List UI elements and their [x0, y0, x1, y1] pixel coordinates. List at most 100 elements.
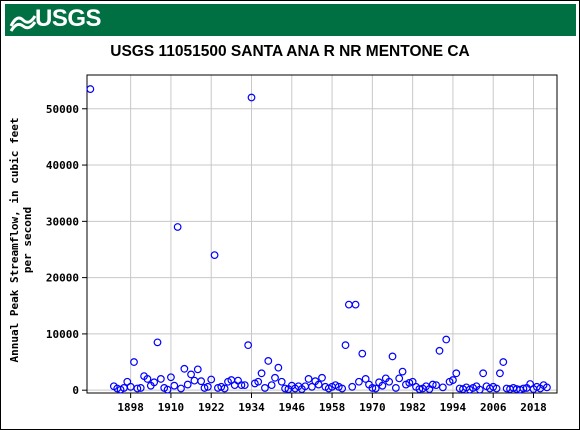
data-point [86, 85, 95, 93]
x-tick-label: 1982 [399, 401, 426, 414]
y-axis-ticks: 0 10000 20000 30000 40000 50000 [46, 103, 87, 397]
data-point [200, 384, 209, 392]
data-point [304, 375, 313, 383]
data-point [452, 369, 461, 378]
data-point [261, 384, 269, 392]
data-point [143, 375, 152, 383]
data-point [496, 369, 504, 378]
y-axis-label-line-1: Annual Peak Streamflow, in cubic feet [8, 117, 21, 362]
data-point [499, 358, 508, 366]
data-point [220, 384, 229, 393]
x-tick-label: 2018 [520, 401, 547, 414]
data-point [153, 338, 162, 347]
data-point [163, 385, 172, 394]
data-point [210, 251, 219, 260]
data-point [277, 377, 286, 386]
data-point [167, 373, 175, 382]
usgs-logo-text: USGS [35, 5, 102, 32]
x-tick-label: 1934 [238, 401, 265, 414]
data-point [361, 375, 370, 383]
data-point [254, 377, 263, 386]
data-point [267, 381, 276, 390]
y-axis-label-line-2: per second [21, 207, 34, 273]
y-tick-label: 30000 [46, 215, 79, 228]
data-point [428, 380, 437, 389]
data-point [244, 341, 253, 350]
chart-title: USGS 11051500 SANTA ANA R NR MENTONE CA [110, 43, 470, 60]
data-point [230, 381, 239, 390]
data-point [358, 349, 367, 358]
data-point [435, 346, 444, 355]
data-point [247, 93, 256, 102]
data-point [130, 358, 138, 366]
data-points [86, 85, 551, 394]
data-point [308, 382, 316, 391]
y-tick-label: 20000 [46, 272, 79, 285]
data-point [492, 384, 501, 393]
data-point [432, 381, 441, 390]
x-tick-label: 1922 [198, 401, 225, 414]
x-tick-label: 1898 [117, 401, 144, 414]
data-point [415, 385, 424, 393]
x-tick-label: 1910 [158, 401, 185, 414]
data-point [543, 383, 551, 392]
data-point [240, 381, 249, 390]
data-point [264, 357, 273, 365]
data-point [344, 300, 353, 309]
y-tick-label: 0 [72, 384, 79, 397]
x-tick-label: 1946 [279, 401, 306, 414]
data-point [388, 352, 397, 361]
usgs-banner: USGS [5, 4, 576, 36]
data-point [187, 370, 195, 379]
data-point [479, 369, 488, 378]
data-point [183, 380, 192, 389]
data-point [190, 376, 199, 385]
data-point [378, 381, 387, 390]
usgs-logo-icon [9, 15, 37, 32]
data-point [133, 384, 142, 393]
data-point [136, 384, 145, 392]
data-point [355, 377, 363, 386]
data-point [519, 384, 528, 393]
data-point [395, 374, 404, 383]
data-point [150, 378, 159, 387]
data-point [442, 335, 451, 344]
data-point [177, 384, 185, 393]
data-point [398, 367, 407, 376]
data-point [348, 382, 357, 391]
y-tick-label: 50000 [46, 103, 79, 116]
data-point [237, 381, 246, 390]
data-point [173, 223, 182, 231]
data-point [385, 377, 394, 386]
chart-grid [87, 75, 557, 393]
x-tick-label: 2006 [480, 401, 507, 414]
data-point [203, 382, 212, 391]
x-tick-label: 1958 [319, 401, 346, 414]
data-point [475, 385, 484, 394]
data-point [274, 363, 283, 372]
y-tick-label: 40000 [46, 159, 79, 172]
x-tick-label: 1970 [359, 401, 386, 414]
data-point [318, 373, 326, 382]
data-point [391, 384, 400, 392]
data-point [368, 384, 377, 392]
data-point [197, 377, 206, 386]
data-point [351, 300, 360, 309]
data-point [405, 378, 414, 387]
y-tick-label: 10000 [46, 328, 79, 341]
data-point [338, 384, 347, 393]
x-axis-ticks: 1898 1910 1922 1934 1946 1958 1970 1982 1994 2006… [117, 393, 547, 414]
data-point [257, 369, 266, 378]
data-point [156, 375, 165, 383]
data-point [180, 364, 189, 373]
data-point [234, 376, 242, 385]
data-point [371, 384, 380, 393]
data-point [193, 365, 202, 374]
data-point [281, 384, 289, 393]
data-point [170, 381, 179, 390]
data-point [449, 376, 457, 384]
plot-area-border [86, 74, 558, 394]
x-tick-label: 1994 [440, 401, 467, 414]
data-point [271, 373, 279, 382]
